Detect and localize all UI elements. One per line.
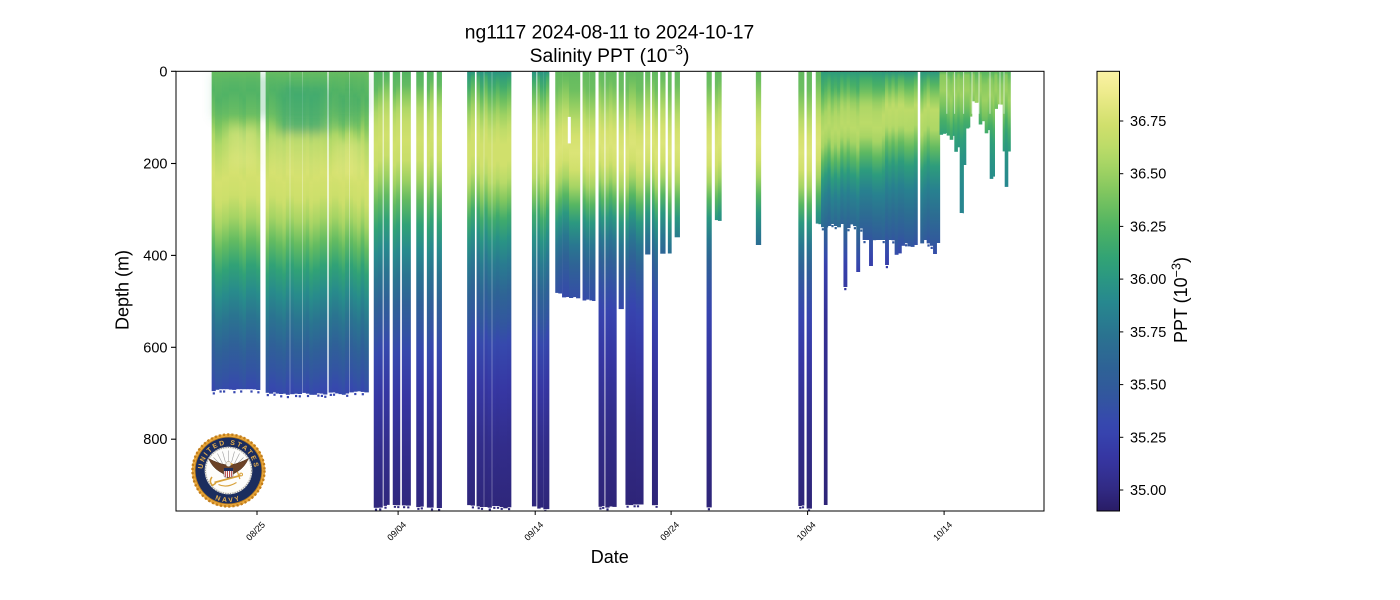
svg-text:ng1117 2024-08-11 to 2024-10-1: ng1117 2024-08-11 to 2024-10-17 bbox=[465, 23, 754, 44]
svg-text:400: 400 bbox=[143, 248, 167, 264]
svg-text:800: 800 bbox=[143, 432, 167, 448]
svg-text:35.25: 35.25 bbox=[1130, 430, 1166, 446]
svg-text:36.75: 36.75 bbox=[1130, 114, 1166, 130]
svg-text:0: 0 bbox=[159, 64, 167, 80]
svg-text:35.00: 35.00 bbox=[1130, 483, 1166, 499]
svg-text:36.50: 36.50 bbox=[1130, 167, 1166, 183]
svg-text:36.25: 36.25 bbox=[1130, 219, 1166, 235]
svg-text:35.75: 35.75 bbox=[1130, 325, 1166, 341]
svg-text:600: 600 bbox=[143, 340, 167, 356]
svg-text:35.50: 35.50 bbox=[1130, 378, 1166, 394]
svg-text:Salinity PPT (10−3): Salinity PPT (10−3) bbox=[530, 43, 690, 68]
svg-text:Depth (m): Depth (m) bbox=[113, 250, 133, 330]
svg-text:36.00: 36.00 bbox=[1130, 272, 1166, 288]
svg-text:PPT (10−3): PPT (10−3) bbox=[1170, 257, 1192, 343]
svg-text:Date: Date bbox=[591, 547, 629, 567]
svg-text:NAVY: NAVY bbox=[214, 495, 243, 505]
svg-text:200: 200 bbox=[143, 157, 167, 173]
